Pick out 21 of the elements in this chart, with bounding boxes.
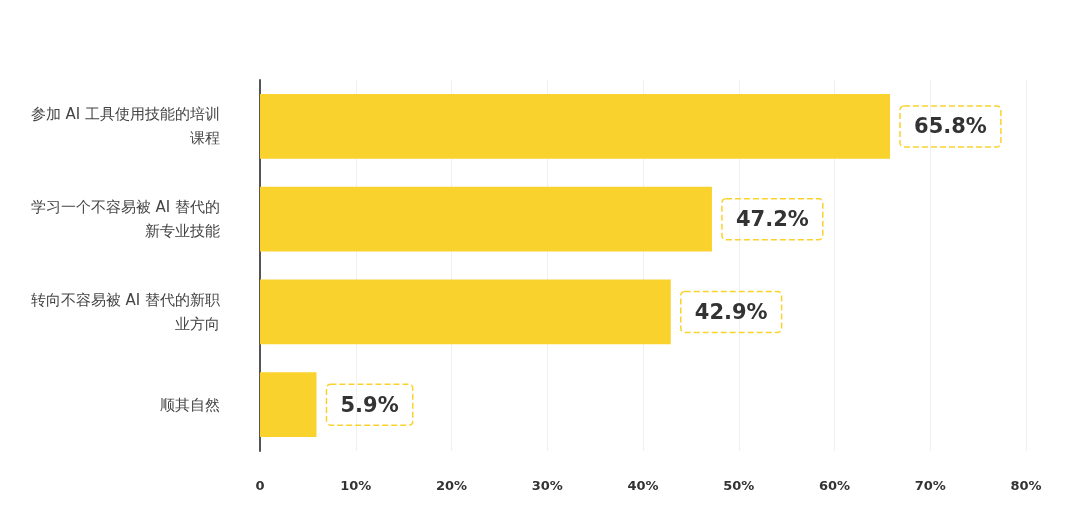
x-tick-label: 50% [723,478,755,493]
y-tick-label: 顺其自然 [160,395,220,414]
bar [260,372,317,438]
x-tick-label: 0 [255,478,265,493]
y-tick-label: 参加 AI 工具使用技能的培训课程 [30,105,220,148]
x-tick-label: 20% [435,478,468,493]
x-tick-label: 30% [531,478,563,493]
bar [260,279,671,345]
x-tick-label: 10% [340,478,372,493]
x-tick-label: 40% [627,478,659,493]
data-label: 65.8% [914,114,987,139]
x-tick-label: 70% [914,478,946,493]
data-label: 42.9% [694,299,768,324]
data-label: 47.2% [735,207,809,232]
y-tick-label: 学习一个不容易被 AI 替代的新专业技能 [30,198,220,241]
y-tick-label: 转向不容易被 AI 替代的新职业方向 [30,290,220,333]
bar [260,186,712,252]
bar [260,93,891,159]
x-tick-label: 80% [1010,478,1042,493]
data-label: 5.9% [340,392,399,417]
x-tick-label: 60% [818,478,851,493]
